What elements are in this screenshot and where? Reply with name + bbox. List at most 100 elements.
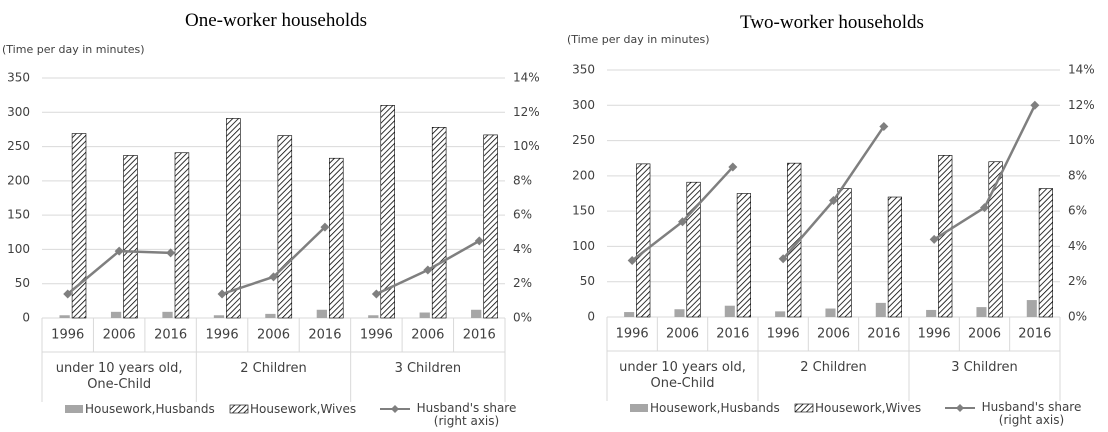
marker [474, 236, 484, 246]
x-tick-label: 2006 [817, 327, 850, 342]
y-tick-label: 200 [7, 173, 30, 187]
y-tick-label: 0 [22, 311, 30, 325]
bar [775, 311, 786, 317]
bar [736, 193, 752, 318]
y-tick-label: 150 [7, 208, 30, 222]
bar [976, 307, 987, 317]
x-tick-label: 2006 [103, 328, 136, 343]
marker [929, 234, 939, 244]
bar [213, 315, 225, 318]
y2-tick-label: 8% [513, 173, 532, 187]
bar [174, 152, 190, 319]
x-tick-label: 1996 [360, 328, 393, 343]
marker [63, 289, 73, 299]
group-label: 2 Children [240, 361, 307, 376]
legend-swatch [65, 405, 83, 413]
bar [471, 309, 482, 318]
y-tick-label: 150 [572, 204, 595, 218]
x-tick-label: 1996 [918, 327, 951, 342]
y-tick-label: 350 [7, 71, 30, 85]
y2-tick-label: 12% [513, 105, 540, 119]
bar [887, 196, 903, 318]
legend-label: Husband's share (right axis) [416, 401, 517, 428]
x-tick-label: 2016 [716, 327, 749, 342]
legend-swatch [229, 404, 249, 414]
y-axis-label: (Time per day in minutes) [2, 43, 145, 56]
legend-swatch [630, 404, 648, 412]
bar [329, 157, 344, 319]
marker [728, 162, 738, 172]
y2-tick-label: 6% [1068, 204, 1087, 218]
y2-tick-label: 6% [513, 208, 532, 222]
marker [371, 289, 381, 299]
y-tick-label: 250 [572, 133, 595, 147]
y-tick-label: 0 [587, 310, 595, 324]
y2-tick-label: 14% [1068, 63, 1095, 77]
group-label: 2 Children [800, 360, 867, 375]
group-label: under 10 years old, One-Child [619, 360, 746, 391]
x-tick-label: 1996 [51, 328, 84, 343]
y-tick-label: 200 [572, 168, 595, 182]
y2-tick-label: 10% [1068, 133, 1095, 147]
bar [368, 315, 379, 318]
y2-tick-label: 4% [513, 242, 532, 256]
marker [166, 248, 176, 258]
bar [380, 105, 395, 319]
marker [114, 246, 124, 256]
bar [837, 188, 852, 318]
chart-title: One-worker households [184, 10, 368, 31]
y2-tick-label: 4% [1068, 239, 1087, 253]
y2-tick-label: 2% [513, 276, 532, 290]
legend-label: Housework,Wives [250, 402, 357, 416]
y-axis-label: (Time per day in minutes) [567, 33, 710, 46]
bar [431, 127, 447, 319]
group-label: 3 Children [951, 360, 1018, 375]
chart-title: Two-worker households [740, 12, 924, 33]
group-label: 3 Children [394, 361, 462, 376]
chart: 0 50 100 150 200 250 300 350 0% 2% 4% 6% 8% 10% 12% 14%… [572, 63, 1095, 413]
legend-label: Housework,Husbands [85, 402, 215, 416]
y2-tick-label: 10% [513, 139, 540, 153]
y-tick-label: 100 [572, 239, 595, 253]
x-tick-label: 2016 [1018, 327, 1051, 342]
bar [265, 313, 276, 318]
marker [269, 272, 278, 282]
x-tick-label: 2006 [257, 328, 290, 343]
legend-swatch [794, 403, 814, 413]
bar [926, 309, 937, 317]
x-tick-label: 1996 [616, 327, 649, 342]
bar [483, 134, 498, 319]
group-label: under 10 years old, One-Child [55, 361, 183, 392]
x-tick-label: 1996 [767, 327, 800, 342]
x-tick-label: 1996 [206, 328, 239, 343]
bar [624, 312, 635, 317]
y2-tick-label: 8% [1068, 168, 1087, 182]
legend-marker [956, 404, 964, 412]
x-tick-label: 2006 [411, 328, 444, 343]
marker [829, 196, 838, 206]
x-tick-label: 2016 [463, 328, 496, 343]
bar [277, 135, 293, 319]
chart-panel: 0 50 100 150 200 250 300 350 0% 2% 4% 6% 8% 10% 12% 14%… [0, 0, 552, 432]
legend-label: Housework,Husbands [650, 401, 780, 415]
y-tick-label: 50 [580, 274, 595, 288]
marker [980, 203, 989, 213]
bar [419, 312, 430, 318]
bar [226, 118, 241, 319]
bar [1026, 300, 1037, 317]
marker [1030, 100, 1040, 110]
chart: 0 50 100 150 200 250 300 350 0% 2% 4% 6% 8% 10% 12% 14%… [7, 71, 540, 414]
bar [724, 305, 735, 317]
y-tick-label: 100 [7, 242, 30, 256]
y-tick-label: 50 [15, 276, 30, 290]
bar [316, 309, 328, 318]
legend-marker [391, 405, 399, 413]
marker [678, 217, 687, 227]
y2-tick-label: 0% [513, 311, 532, 325]
x-tick-label: 2006 [666, 327, 699, 342]
bar [988, 161, 1003, 318]
marker [320, 222, 330, 232]
y-tick-label: 300 [572, 98, 595, 112]
bar [71, 133, 87, 319]
